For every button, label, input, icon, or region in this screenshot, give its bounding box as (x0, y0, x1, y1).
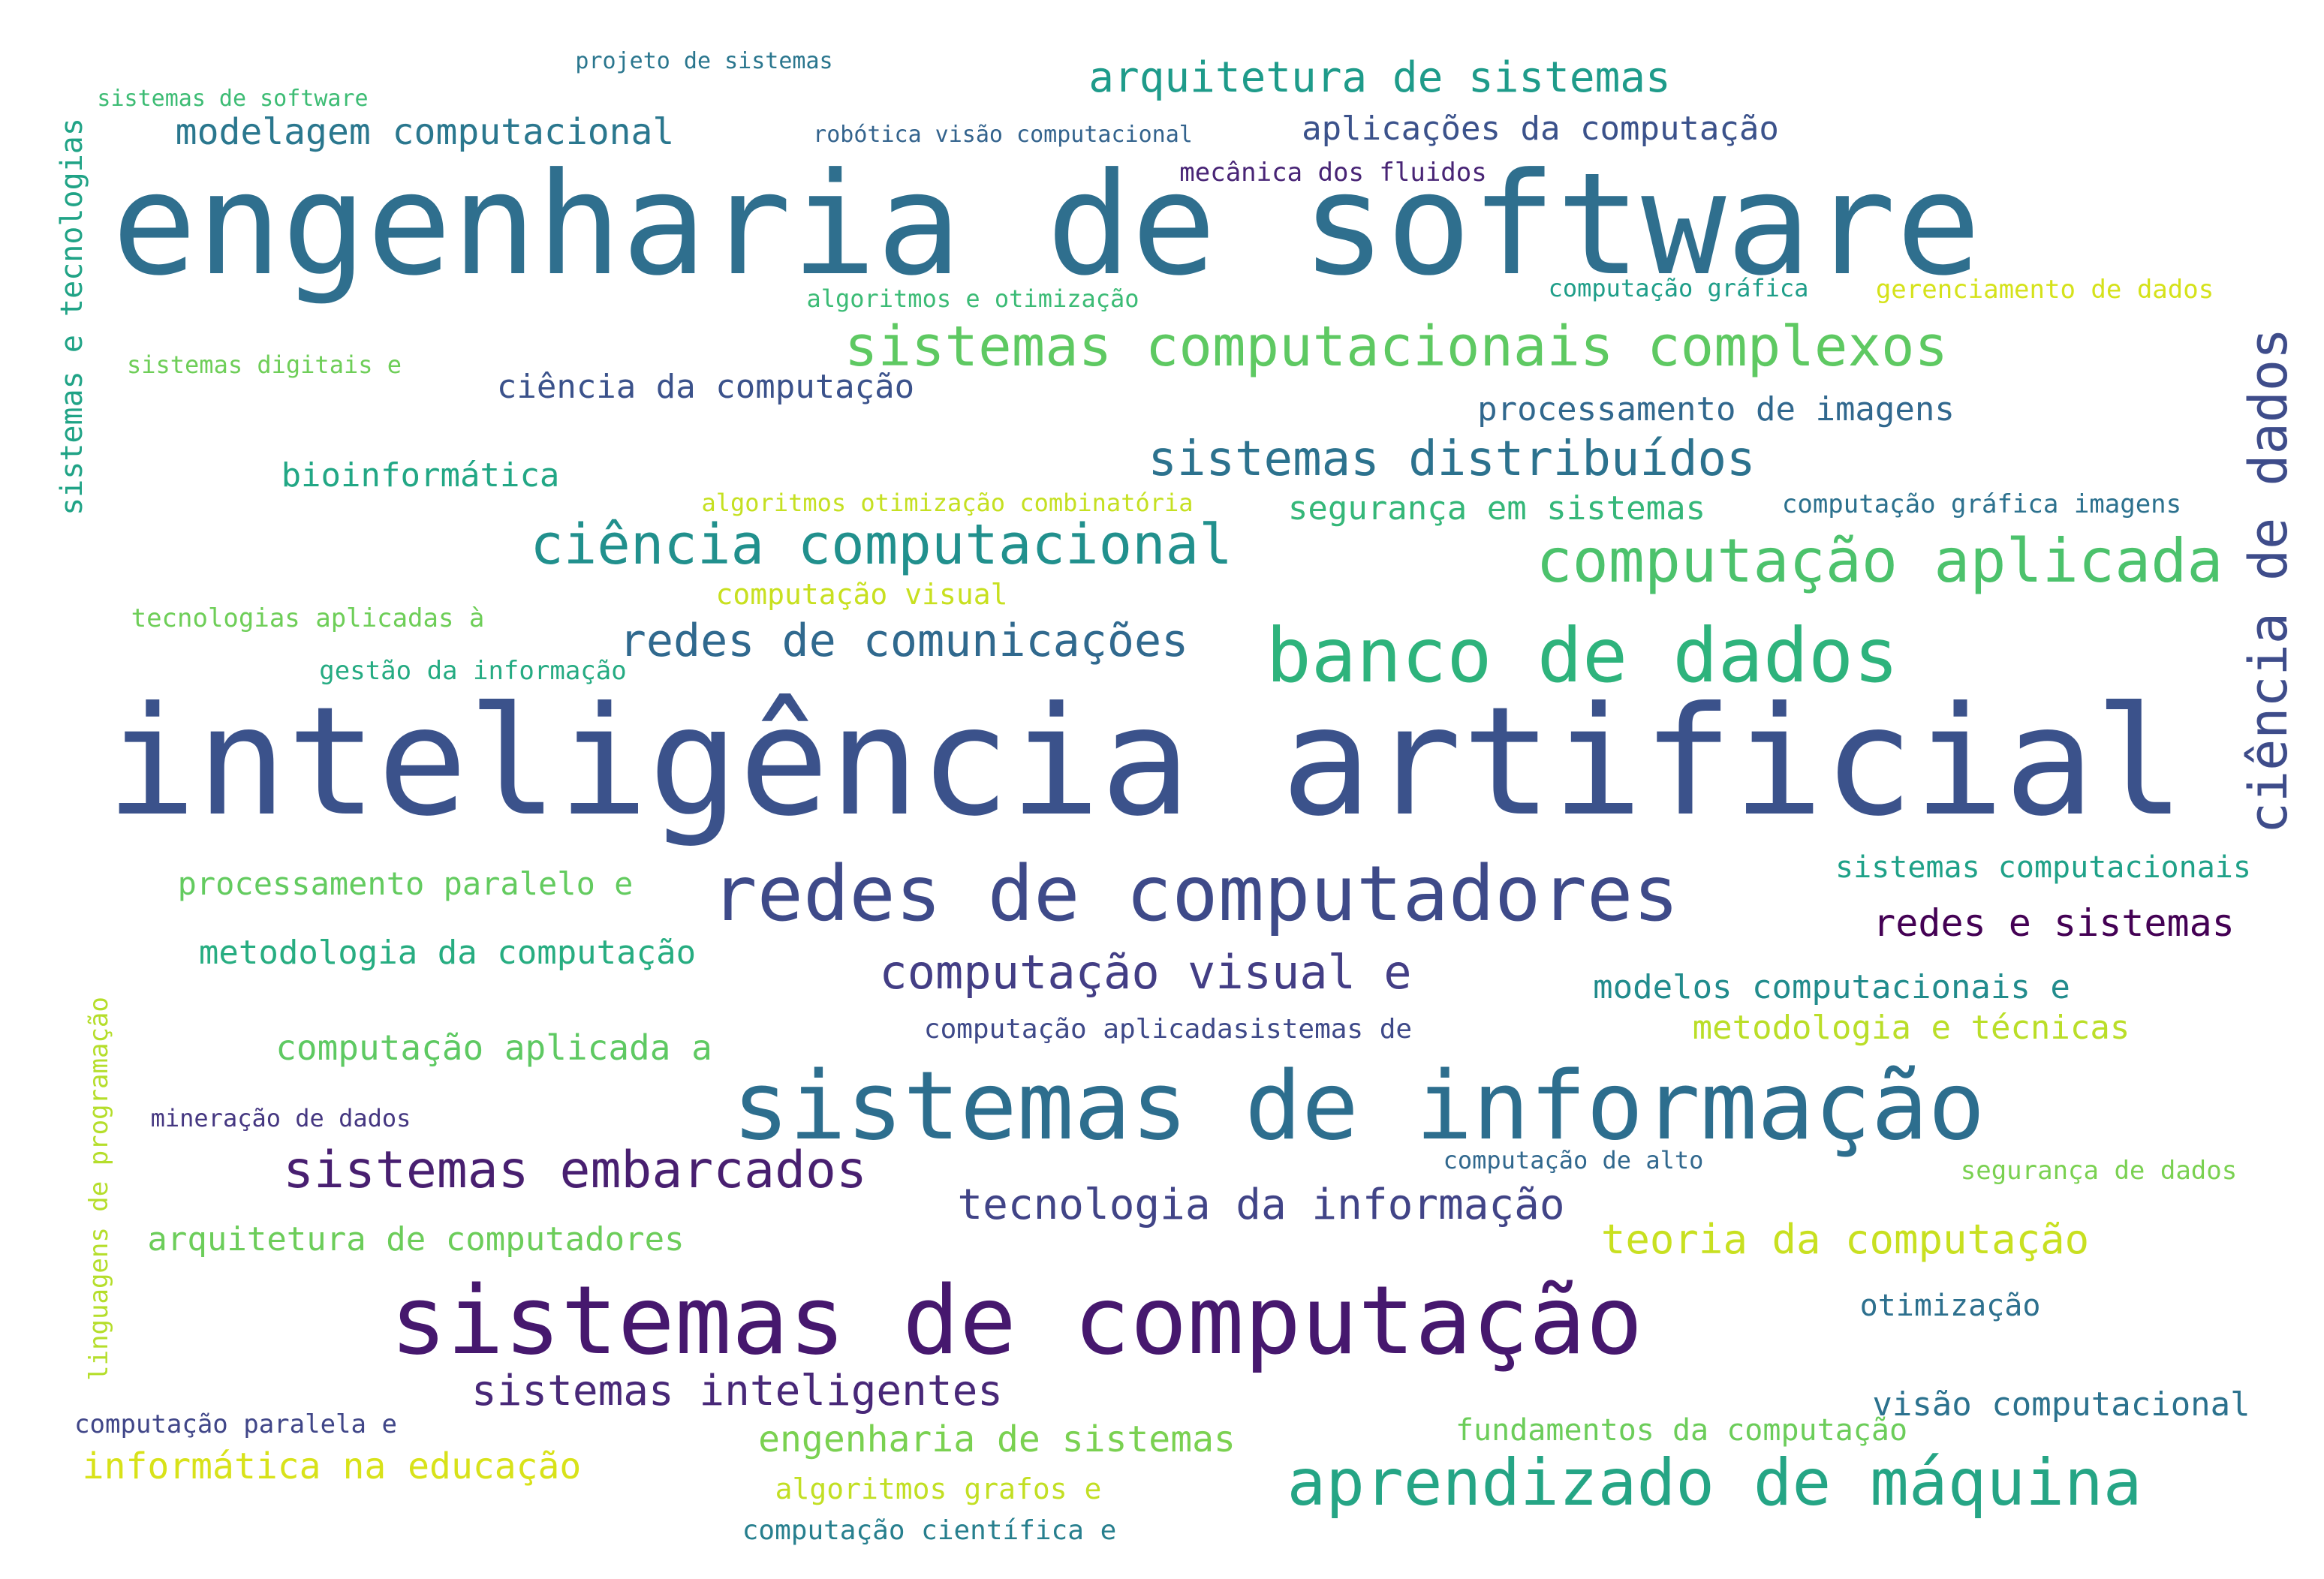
word-tecnologias-aplicadas-a: tecnologias aplicadas à (131, 603, 485, 633)
word-aprendizado-de-maquina: aprendizado de máquina (1287, 1445, 2142, 1520)
word-arquitetura-de-computadores: arquitetura de computadores (147, 1220, 685, 1259)
word-metodologia-da-computacao: metodologia da computação (198, 934, 697, 972)
word-sistemas-de-computacao: sistemas de computação (390, 1265, 1643, 1376)
word-processamento-paralelo-e: processamento paralelo e (177, 865, 634, 902)
word-gerenciamento-de-dados: gerenciamento de dados (1875, 275, 2214, 305)
word-fundamentos-da-computacao: fundamentos da computação (1455, 1413, 1908, 1448)
word-sistemas-computacionais-complexos: sistemas computacionais complexos (844, 314, 1949, 379)
word-otimizacao: otimização (1859, 1289, 2041, 1323)
word-informatica-na-educacao: informática na educação (82, 1445, 582, 1487)
word-teoria-da-computacao: teoria da computação (1600, 1216, 2090, 1263)
word-computacao-paralela-e: computação paralela e (74, 1409, 397, 1439)
word-gestao-da-informacao: gestão da informação (319, 656, 627, 686)
word-seguranca-em-sistemas: segurança em sistemas (1287, 489, 1706, 528)
word-mineracao-de-dados: mineração de dados (150, 1104, 411, 1132)
word-redes-de-comunicacoes: redes de comunicações (619, 615, 1189, 667)
word-sistemas-de-software: sistemas de software (97, 86, 369, 112)
word-mecanica-dos-fluidos: mecânica dos fluidos (1179, 158, 1487, 188)
word-computacao-cientifica-e: computação científica e (742, 1515, 1117, 1546)
word-ciencia-computacional: ciência computacional (530, 513, 1233, 577)
word-aplicacoes-da-computacao: aplicações da computação (1302, 110, 1779, 148)
word-metodologia-e-tecnicas: metodologia e técnicas (1692, 1009, 2130, 1047)
word-ciencia-de-dados: ciência de dados (2238, 327, 2299, 835)
word-modelos-computacionais-e: modelos computacionais e (1593, 968, 2070, 1006)
word-computacao-de-alto: computação de alto (1443, 1146, 1704, 1174)
word-computacao-grafica-imagens: computação gráfica imagens (1781, 489, 2182, 519)
word-computacao-aplicadasistemas-de: computação aplicadasistemas de (923, 1014, 1413, 1045)
word-redes-e-sistemas: redes e sistemas (1873, 901, 2235, 945)
word-sistemas-embarcados: sistemas embarcados (283, 1141, 867, 1200)
word-visao-computacional: visão computacional (1872, 1385, 2250, 1424)
word-banco-de-dados: banco de dados (1266, 612, 1899, 699)
word-engenharia-de-sistemas: engenharia de sistemas (758, 1418, 1236, 1460)
word-robotica-visao-computacional: robótica visão computacional (813, 122, 1193, 148)
word-processamento-de-imagens: processamento de imagens (1477, 390, 1955, 429)
word-algoritmos-e-otimizacao: algoritmos e otimização (806, 284, 1139, 313)
word-computacao-aplicada: computação aplicada (1536, 526, 2223, 596)
word-algoritmos-grafos-e: algoritmos grafos e (775, 1472, 1102, 1505)
word-algoritmos-otimizacao-combinatoria: algoritmos otimização combinatória (701, 489, 1194, 517)
word-computacao-aplicada-a: computação aplicada a (275, 1027, 712, 1068)
word-projeto-de-sistemas: projeto de sistemas (575, 48, 833, 74)
word-tecnologia-da-informacao: tecnologia da informação (957, 1180, 1565, 1229)
word-sistemas-distribuidos: sistemas distribuídos (1148, 432, 1756, 487)
word-sistemas-computacionais: sistemas computacionais (1835, 850, 2251, 885)
word-sistemas-digitais-e: sistemas digitais e (126, 350, 402, 379)
word-inteligencia-artificial: inteligência artificial (106, 675, 2185, 850)
word-linguagens-de-programacao: linguagens de programação (84, 997, 114, 1381)
word-sistemas-e-tecnologias: sistemas e tecnologias (55, 118, 89, 516)
word-modelagem-computacional: modelagem computacional (175, 111, 675, 153)
word-seguranca-de-dados: segurança de dados (1960, 1156, 2238, 1186)
word-ciencia-da-computacao: ciência da computação (496, 368, 915, 406)
word-engenharia-de-software: engenharia de software (111, 143, 1982, 307)
word-sistemas-inteligentes: sistemas inteligentes (471, 1367, 1004, 1415)
word-sistemas-de-informacao: sistemas de informação (732, 1051, 1985, 1161)
word-redes-de-computadores: redes de computadores (711, 850, 1679, 939)
word-computacao-visual: computação visual (715, 578, 1008, 611)
word-computacao-grafica: computação gráfica (1548, 274, 1809, 302)
word-bioinformatica: bioinformática (281, 456, 560, 495)
word-arquitetura-de-sistemas: arquitetura de sistemas (1088, 53, 1671, 102)
word-computacao-visual-e: computação visual e (879, 945, 1412, 1000)
